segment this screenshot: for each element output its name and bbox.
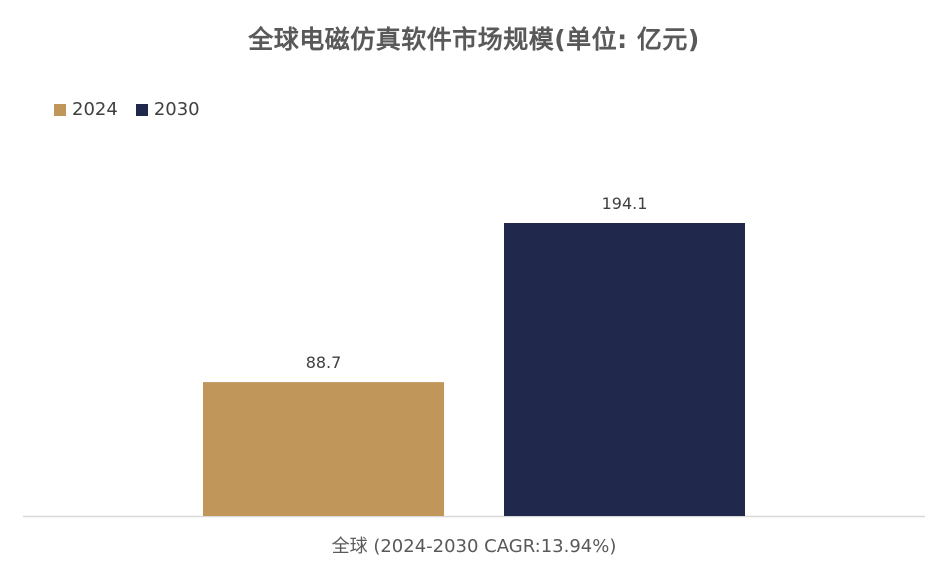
- legend-item-2030: 2030: [135, 99, 200, 120]
- x-category-label: 全球 (2024-2030 CAGR:13.94%): [331, 536, 617, 557]
- legend-label-2024: 2024: [72, 99, 118, 120]
- legend-swatch-2030: [135, 103, 148, 116]
- data-label-2030: 194.1: [602, 194, 648, 213]
- legend-label-2030: 2030: [153, 99, 200, 120]
- data-label-2024: 88.7: [306, 353, 342, 372]
- legend: 2024 2030: [54, 99, 200, 120]
- legend-item-2024: 2024: [54, 99, 118, 120]
- bar-2030: [504, 223, 745, 516]
- chart-title: 全球电磁仿真软件市场规模(单位: 亿元): [248, 25, 700, 54]
- legend-swatch-2024: [54, 103, 66, 116]
- bar-2024: [203, 382, 444, 516]
